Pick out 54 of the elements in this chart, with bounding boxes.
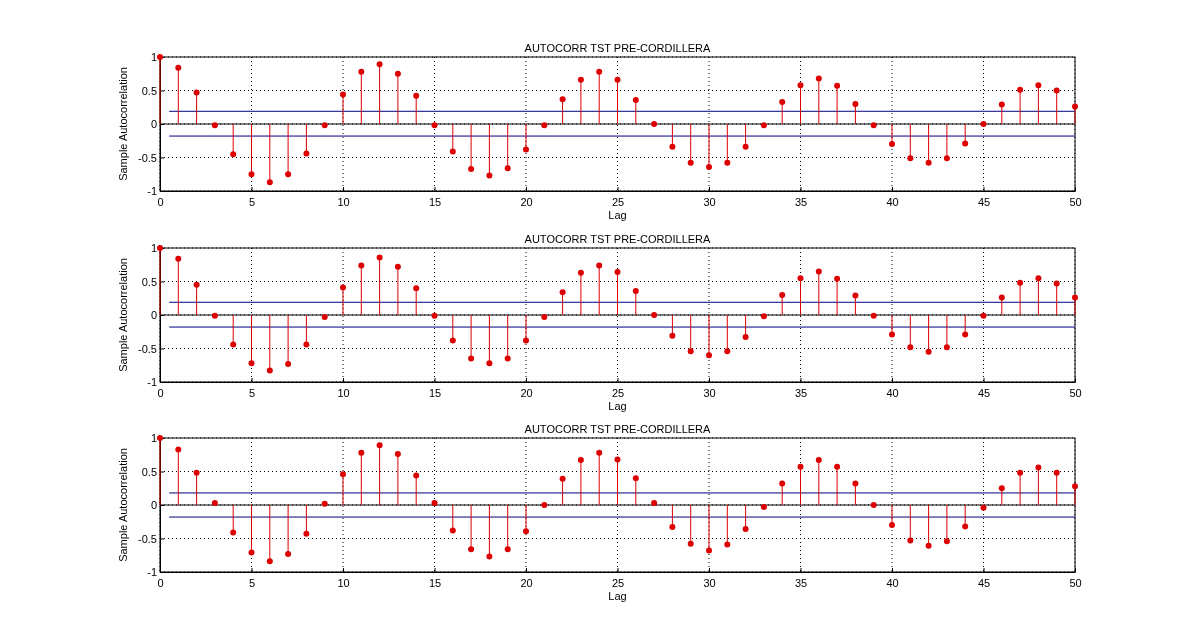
x-axis-title: Lag	[608, 590, 627, 602]
x-tick-label: 50	[1069, 577, 1082, 590]
x-tick-label: 30	[703, 196, 716, 209]
y-tick-label: 0	[150, 118, 157, 131]
x-tick-label: 15	[428, 387, 442, 400]
x-tick-label: 15	[428, 196, 442, 209]
x-tick-label: 25	[611, 196, 625, 209]
y-tick-label: 1	[150, 432, 157, 445]
y-tick-label: -1	[147, 376, 157, 389]
y-tick-label: 1	[150, 51, 157, 64]
x-axis-title: Lag	[608, 209, 627, 221]
x-tick-label: 10	[337, 196, 350, 209]
chart-title: AUTOCORR TST PRE-CORDILLERA	[524, 233, 712, 245]
x-tick-label: 5	[248, 577, 256, 590]
x-tick-label: 15	[428, 577, 442, 590]
x-tick-label: 50	[1069, 387, 1082, 400]
x-tick-label: 5	[248, 387, 256, 400]
x-tick-label: 25	[611, 387, 625, 400]
y-tick-label: 0	[150, 309, 157, 322]
x-tick-label: 40	[886, 387, 899, 400]
x-tick-label: 35	[794, 387, 808, 400]
x-tick-label: 20	[520, 387, 533, 400]
x-tick-label: 45	[977, 196, 991, 209]
x-tick-label: 20	[520, 577, 533, 590]
chart-title: AUTOCORR TST PRE-CORDILLERA	[524, 423, 712, 435]
x-tick-label: 10	[337, 387, 350, 400]
x-tick-label: 30	[703, 387, 716, 400]
x-tick-label: 30	[703, 577, 716, 590]
y-tick-label: 0.5	[141, 275, 157, 288]
y-axis-title: Sample Autocorrelation	[117, 448, 129, 562]
y-tick-label: -0.5	[138, 532, 157, 545]
x-tick-label: 40	[886, 196, 899, 209]
x-tick-label: 40	[886, 577, 899, 590]
y-axis-title: Sample Autocorrelation	[117, 67, 129, 181]
x-tick-label: 50	[1069, 196, 1082, 209]
x-axis-title: Lag	[608, 400, 627, 412]
y-tick-label: -0.5	[138, 151, 157, 164]
y-tick-label: -1	[147, 566, 157, 579]
y-tick-label: 0	[150, 499, 157, 512]
y-tick-label: -0.5	[138, 342, 157, 355]
chart-title: AUTOCORR TST PRE-CORDILLERA	[524, 42, 712, 54]
y-tick-label: 1	[150, 242, 157, 255]
y-tick-label: 0.5	[141, 465, 157, 478]
x-tick-label: 20	[520, 196, 533, 209]
x-tick-label: 45	[977, 387, 991, 400]
x-tick-label: 5	[248, 196, 256, 209]
x-tick-label: 10	[337, 577, 350, 590]
y-tick-label: 0.5	[141, 84, 157, 97]
x-tick-label: 35	[794, 196, 808, 209]
x-tick-label: 45	[977, 577, 991, 590]
x-tick-label: 25	[611, 577, 625, 590]
y-axis-title: Sample Autocorrelation	[117, 258, 129, 372]
x-tick-label: 35	[794, 577, 808, 590]
y-tick-label: -1	[147, 185, 157, 198]
